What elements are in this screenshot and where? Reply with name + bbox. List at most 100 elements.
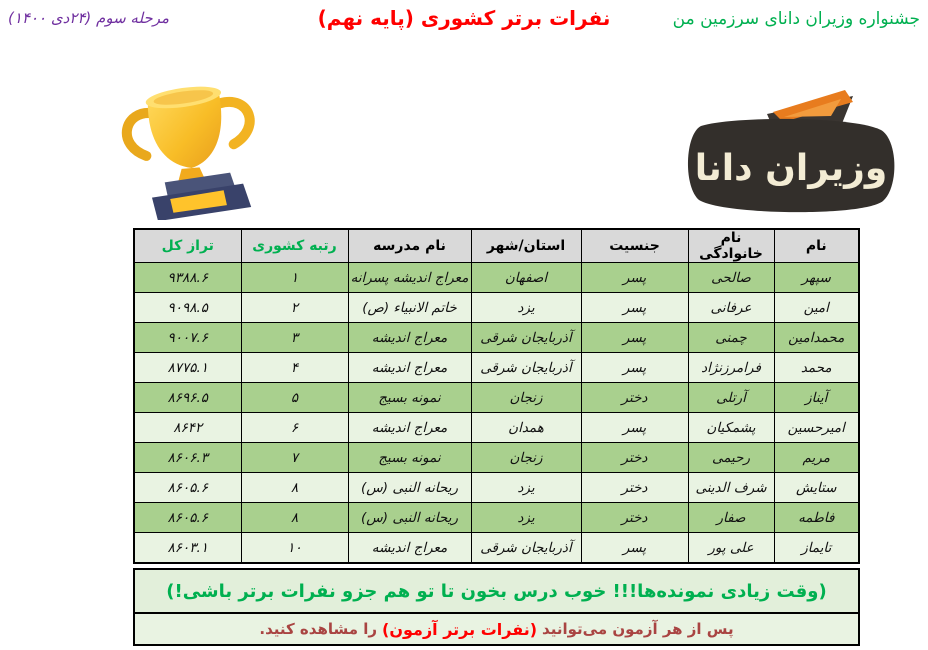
cell-school: معراج اندیشه پسرانه: [347, 262, 472, 293]
cell-score: ۸۶۹۶.۵: [133, 382, 242, 413]
cell-family: صالحی: [687, 262, 775, 293]
cell-score: ۸۶۰۵.۶: [133, 472, 242, 503]
column-header-0: نام: [773, 228, 860, 263]
cell-rank: ۸: [240, 472, 349, 503]
cell-gender: دختر: [580, 472, 689, 503]
cell-rank: ۷: [240, 442, 349, 473]
table-row: فاطمه صفار دختر یزد ریحانه النبی (س) ۸ ۸۶۰۵.۶: [133, 502, 860, 533]
cell-rank: ۵: [240, 382, 349, 413]
cell-score: ۸۶۰۳.۱: [133, 532, 242, 564]
cell-score: ۹۰۰۷.۶: [133, 322, 242, 353]
cell-city: زنجان: [470, 442, 582, 473]
cell-family: آرتلی: [687, 382, 775, 413]
cell-city: یزد: [470, 292, 582, 323]
column-header-3: استان/شهر: [470, 228, 582, 263]
table-row: امین عرفانی پسر یزد خاتم الانبیاء (ص) ۲ ۹۰۹۸.۵: [133, 292, 860, 323]
cell-city: آذربایجان شرقی: [470, 322, 582, 353]
cell-gender: دختر: [580, 502, 689, 533]
logo-text: وزیران دانا: [695, 148, 887, 189]
cell-name: محمدامین: [773, 322, 860, 353]
cell-city: اصفهان: [470, 262, 582, 293]
table-row: آیناز آرتلی دختر زنجان نمونه بسیج ۵ ۸۶۹۶.۵: [133, 382, 860, 413]
cell-score: ۸۷۷۵.۱: [133, 352, 242, 383]
table-row: محمدامین چمنی پسر آذربایجان شرقی معراج اندیش…: [133, 322, 860, 353]
cell-rank: ۳: [240, 322, 349, 353]
cell-school: خاتم الانبیاء (ص): [347, 292, 472, 323]
cell-city: همدان: [470, 412, 582, 443]
cell-family: چمنی: [687, 322, 775, 353]
trophy-icon: [121, 86, 255, 220]
cell-rank: ۶: [240, 412, 349, 443]
top-students-table: نام نام خانوادگی جنسیت استان/شهر نام مدرسه رت…: [133, 228, 860, 564]
cell-school: معراج اندیشه: [347, 352, 472, 383]
info-message: پس از هر آزمون می‌توانید (نفرات برتر آزم…: [135, 614, 858, 644]
cell-name: امیرحسین: [773, 412, 860, 443]
cell-gender: پسر: [580, 352, 689, 383]
cell-school: نمونه بسیج: [347, 382, 472, 413]
table-row: تایماز علی پور پسر آذربایجان شرقی معراج اندی…: [133, 532, 860, 564]
cell-family: پشمکیان: [687, 412, 775, 443]
cell-city: آذربایجان شرقی: [470, 532, 582, 564]
cell-name: محمد: [773, 352, 860, 383]
stage-date-label: مرحله سوم (۲۴دی ۱۴۰۰): [8, 9, 170, 27]
cell-gender: پسر: [580, 532, 689, 564]
column-header-2: جنسیت: [580, 228, 689, 263]
cell-family: رحیمی: [687, 442, 775, 473]
cell-gender: پسر: [580, 412, 689, 443]
cell-score: ۸۶۴۲: [133, 412, 242, 443]
cell-gender: پسر: [580, 322, 689, 353]
festival-title: جشنواره وزیران دانای سرزمین من: [672, 9, 920, 29]
cell-school: معراج اندیشه: [347, 532, 472, 564]
cell-score: ۹۳۸۸.۶: [133, 262, 242, 293]
cell-school: ریحانه النبی (س): [347, 502, 472, 533]
cell-family: صفار: [687, 502, 775, 533]
cell-name: فاطمه: [773, 502, 860, 533]
cell-name: مریم: [773, 442, 860, 473]
cell-city: آذربایجان شرقی: [470, 352, 582, 383]
cell-school: معراج اندیشه: [347, 322, 472, 353]
cell-rank: ۱: [240, 262, 349, 293]
column-header-6: تراز کل: [133, 228, 242, 263]
cell-score: ۸۶۰۵.۶: [133, 502, 242, 533]
cell-family: فرامرزنژاد: [687, 352, 775, 383]
cell-rank: ۴: [240, 352, 349, 383]
info-message-highlight: (نفرات برتر آزمون): [382, 619, 538, 639]
cell-city: یزد: [470, 472, 582, 503]
cell-gender: پسر: [580, 292, 689, 323]
vaziran-dana-logo: وزیران دانا: [687, 90, 895, 213]
cell-school: ریحانه النبی (س): [347, 472, 472, 503]
cell-family: علی پور: [687, 532, 775, 564]
column-header-5: رتبه کشوری: [240, 228, 349, 263]
table-row: سپهر صالحی پسر اصفهان معراج اندیشه پسرانه ۱ ۹۳…: [133, 262, 860, 293]
cell-score: ۸۶۰۶.۳: [133, 442, 242, 473]
cell-name: امین: [773, 292, 860, 323]
cell-rank: ۱۰: [240, 532, 349, 564]
cell-rank: ۸: [240, 502, 349, 533]
cell-school: معراج اندیشه: [347, 412, 472, 443]
column-header-1: نام خانوادگی: [687, 228, 775, 263]
cell-rank: ۲: [240, 292, 349, 323]
cell-name: ستایش: [773, 472, 860, 503]
table-row: مریم رحیمی دختر زنجان نمونه بسیج ۷ ۸۶۰۶.۳: [133, 442, 860, 473]
cell-city: زنجان: [470, 382, 582, 413]
info-message-suffix: را مشاهده کنید.: [259, 620, 378, 638]
cell-name: سپهر: [773, 262, 860, 293]
table-row: محمد فرامرزنژاد پسر آذربایجان شرقی معراج اند…: [133, 352, 860, 383]
cell-family: عرفانی: [687, 292, 775, 323]
column-header-4: نام مدرسه: [347, 228, 472, 263]
cell-city: یزد: [470, 502, 582, 533]
page-title: نفرات برتر کشوری (پایه نهم): [317, 6, 611, 30]
table-row: امیرحسین پشمکیان پسر همدان معراج اندیشه ۶ ۸۶۴۲: [133, 412, 860, 443]
motivation-message: (وقت زیادی نمونده‌ها!!! خوب درس بخون تا …: [135, 570, 858, 614]
cell-name: تایماز: [773, 532, 860, 564]
table-header: نام نام خانوادگی جنسیت استان/شهر نام مدرسه رت…: [133, 228, 860, 263]
table-header-row: نام نام خانوادگی جنسیت استان/شهر نام مدرسه رت…: [133, 228, 860, 263]
cell-gender: دختر: [580, 442, 689, 473]
cell-gender: پسر: [580, 262, 689, 293]
motivation-banner: (وقت زیادی نمونده‌ها!!! خوب درس بخون تا …: [133, 568, 860, 646]
info-message-prefix: پس از هر آزمون می‌توانید: [542, 620, 734, 638]
cell-gender: دختر: [580, 382, 689, 413]
cell-score: ۹۰۹۸.۵: [133, 292, 242, 323]
cell-name: آیناز: [773, 382, 860, 413]
cell-family: شرف الدینی: [687, 472, 775, 503]
